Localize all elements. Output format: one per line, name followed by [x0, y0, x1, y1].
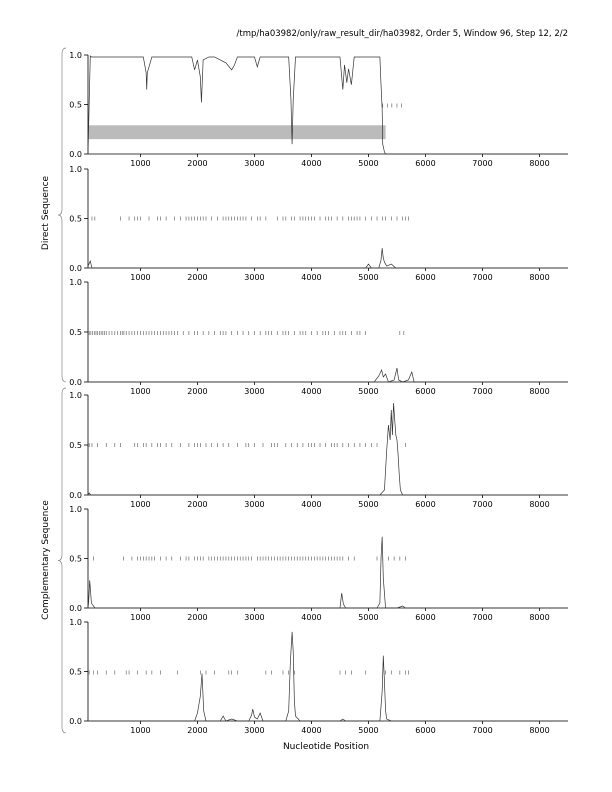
x-tick-label: 2000	[187, 726, 207, 735]
series-line	[87, 248, 568, 269]
x-tick-label: 4000	[301, 273, 321, 282]
x-tick-label: 4000	[301, 500, 321, 509]
complementary-sequence-label: Complementary Sequence	[41, 500, 51, 620]
group-labels: Direct Sequence Complementary Sequence	[41, 47, 67, 734]
panel-6: 0.0 0.5 1.0 1000 2000 3000 4000 5000 6000 7000 800…	[69, 618, 568, 735]
series-line	[88, 367, 568, 383]
x-tick-label: 6000	[415, 387, 435, 396]
x-tick-label: 1000	[130, 500, 150, 509]
chart-panels: 0.0 0.5 1.0 1000 2000 3000 4000 5000 6000 7000 800…	[69, 51, 568, 735]
panel-2: 0.0 0.5 1.0 1000 2000 3000 4000 5000 6000 7000 800…	[69, 165, 568, 282]
x-tick-label: 5000	[358, 387, 378, 396]
x-tick-label: 1000	[130, 273, 150, 282]
x-tick-label: 4000	[301, 726, 321, 735]
y-tick-label: 0.5	[69, 101, 82, 110]
brace-direct	[57, 47, 67, 383]
x-tick-label: 3000	[244, 726, 264, 735]
panel-4: 0.0 0.5 1.0 1000 2000 3000 4000 5000 6000 7000 800…	[69, 391, 568, 509]
x-tick-label: 7000	[472, 500, 492, 509]
x-tick-label: 1000	[130, 159, 150, 168]
x-tick-label: 8000	[529, 726, 549, 735]
x-tick-label: 4000	[301, 613, 321, 622]
x-tick-label: 7000	[472, 159, 492, 168]
x-tick-label: 7000	[472, 273, 492, 282]
x-tick-label: 7000	[472, 387, 492, 396]
y-tick-label: 0.5	[69, 668, 82, 677]
y-tick-label: 1.0	[69, 165, 82, 174]
x-tick-label: 1000	[130, 726, 150, 735]
x-axis-label: Nucleotide Position	[283, 742, 369, 752]
x-tick-label: 5000	[358, 726, 378, 735]
x-tick-label: 2000	[187, 159, 207, 168]
x-tick-label: 3000	[244, 500, 264, 509]
x-tick-label: 1000	[130, 613, 150, 622]
x-tick-label: 6000	[415, 500, 435, 509]
x-tick-label: 8000	[529, 613, 549, 622]
y-tick-label: 0.0	[69, 717, 82, 726]
y-tick-label: 0.0	[69, 264, 82, 273]
y-tick-label: 0.0	[69, 150, 82, 159]
y-tick-label: 1.0	[69, 278, 82, 287]
x-tick-label: 7000	[472, 726, 492, 735]
y-tick-label: 1.0	[69, 51, 82, 60]
x-tick-label: 3000	[244, 613, 264, 622]
panel-3: 0.0 0.5 1.0 1000 2000 3000 4000 5000 6000 7000 800…	[69, 278, 568, 396]
y-tick-label: 1.0	[69, 505, 82, 514]
series-line	[87, 55, 568, 155]
panel-5: 0.0 0.5 1.0 1000 2000 3000 4000 5000 6000 7000 800…	[69, 505, 568, 622]
y-tick-label: 0.5	[69, 441, 82, 450]
x-tick-label: 6000	[415, 726, 435, 735]
x-tick-label: 3000	[244, 273, 264, 282]
y-tick-label: 0.5	[69, 555, 82, 564]
x-tick-label: 2000	[187, 500, 207, 509]
brace-complementary	[57, 387, 67, 734]
x-tick-label: 6000	[415, 159, 435, 168]
x-tick-label: 8000	[529, 273, 549, 282]
y-tick-label: 0.0	[69, 491, 82, 500]
y-tick-label: 1.0	[69, 391, 82, 400]
x-tick-label: 6000	[415, 613, 435, 622]
x-tick-label: 5000	[358, 500, 378, 509]
y-tick-label: 0.0	[69, 604, 82, 613]
series-line	[87, 402, 568, 496]
x-tick-label: 4000	[301, 387, 321, 396]
x-tick-label: 5000	[358, 613, 378, 622]
x-tick-label: 3000	[244, 387, 264, 396]
y-tick-label: 0.0	[69, 378, 82, 387]
x-tick-label: 7000	[472, 613, 492, 622]
x-tick-label: 8000	[529, 159, 549, 168]
x-tick-label: 6000	[415, 273, 435, 282]
x-tick-label: 8000	[529, 387, 549, 396]
y-tick-label: 1.0	[69, 618, 82, 627]
y-tick-label: 0.5	[69, 215, 82, 224]
series-line	[88, 631, 568, 722]
header-title: /tmp/ha03982/only/raw_result_dir/ha03982…	[237, 29, 569, 39]
x-tick-label: 3000	[244, 159, 264, 168]
highlight-band	[88, 125, 386, 140]
x-tick-label: 2000	[187, 387, 207, 396]
x-tick-label: 8000	[529, 500, 549, 509]
panel-1: 0.0 0.5 1.0 1000 2000 3000 4000 5000 6000 7000 800…	[69, 51, 568, 168]
x-tick-label: 4000	[301, 159, 321, 168]
series-line	[87, 536, 568, 609]
x-tick-label: 5000	[358, 159, 378, 168]
x-tick-label: 5000	[358, 273, 378, 282]
direct-sequence-label: Direct Sequence	[41, 175, 51, 250]
x-tick-label: 2000	[187, 613, 207, 622]
x-tick-label: 2000	[187, 273, 207, 282]
y-tick-label: 0.5	[69, 328, 82, 337]
x-tick-label: 1000	[130, 387, 150, 396]
